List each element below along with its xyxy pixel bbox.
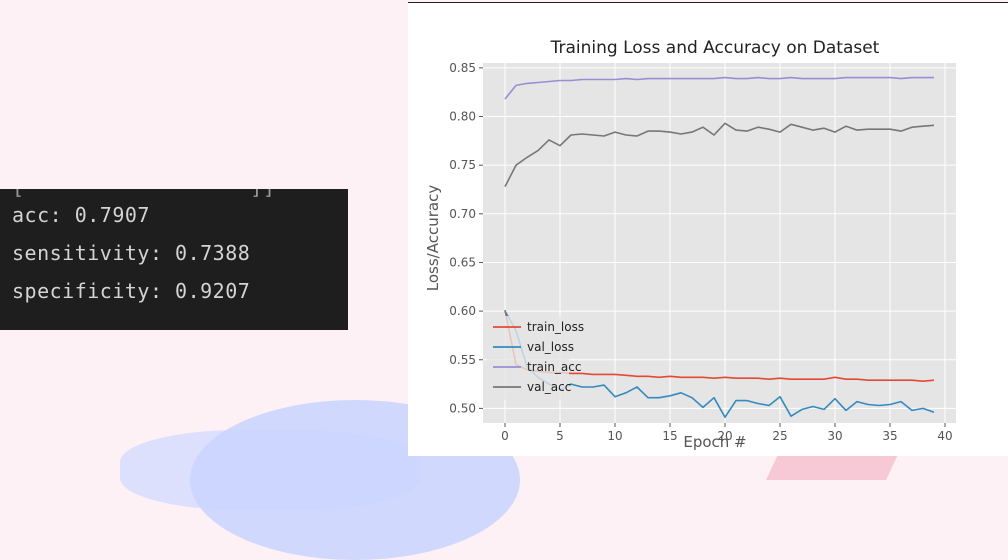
chart-title: Training Loss and Accuracy on Dataset	[550, 38, 880, 58]
x-tick-label: 30	[827, 429, 842, 443]
chart-panel: Epoch # Loss/Accuracy Training Loss and …	[408, 2, 1008, 456]
terminal-line-sensitivity: sensitivity: 0.7388	[12, 241, 251, 265]
series-line-val_loss	[504, 310, 935, 419]
x-tick-label: 5	[556, 429, 564, 443]
y-tick-label: 0.65	[449, 255, 476, 269]
y-tick-label: 0.55	[449, 353, 476, 367]
training-chart: Epoch # Loss/Accuracy Training Loss and …	[424, 38, 956, 451]
legend-label-val_loss: val_loss	[527, 340, 574, 354]
series-line-train_loss	[504, 309, 935, 383]
legend-label-val_acc: val_acc	[527, 380, 571, 394]
y-tick-label: 0.50	[449, 401, 476, 415]
x-axis-label: Epoch #	[683, 433, 746, 451]
x-tick-label: 25	[772, 429, 787, 443]
terminal-line-specificity: specificity: 0.9207	[12, 279, 251, 303]
y-axis-label: Loss/Accuracy	[424, 185, 442, 292]
legend-label-train_loss: train_loss	[527, 320, 584, 334]
y-tick-label: 0.85	[449, 61, 476, 75]
y-tick-label: 0.75	[449, 158, 476, 172]
series-line-val_acc	[504, 122, 935, 187]
y-tick-label: 0.70	[449, 207, 476, 221]
legend-box	[487, 316, 569, 400]
x-tick-label: 0	[501, 429, 509, 443]
terminal-output-panel: [ ]] acc: 0.7907 sensitivity: 0.7388 spe…	[0, 189, 348, 330]
y-tick-label: 0.80	[449, 110, 476, 124]
terminal-cut-line: [ ]]	[12, 189, 275, 199]
y-tick-label: 0.60	[449, 304, 476, 318]
x-tick-label: 15	[662, 429, 677, 443]
terminal-line-acc: acc: 0.7907	[12, 203, 150, 227]
legend: train_loss val_loss train_acc val_acc	[487, 316, 584, 400]
x-tick-label: 10	[607, 429, 622, 443]
x-tick-label: 35	[882, 429, 897, 443]
series-line-train_acc	[504, 76, 934, 100]
x-tick-label: 20	[717, 429, 732, 443]
legend-label-train_acc: train_acc	[527, 360, 581, 374]
x-tick-label: 40	[937, 429, 952, 443]
